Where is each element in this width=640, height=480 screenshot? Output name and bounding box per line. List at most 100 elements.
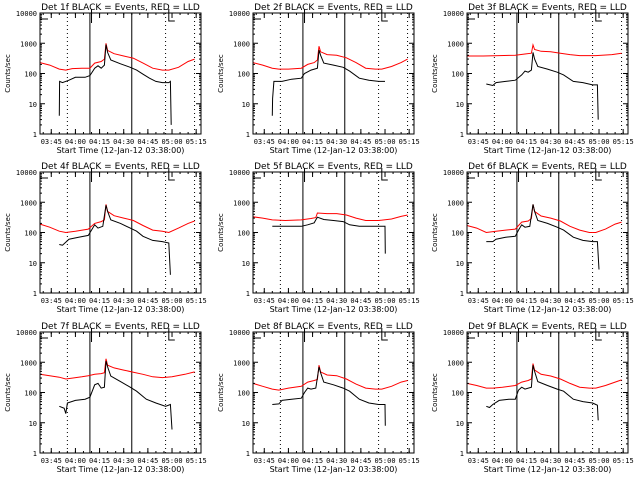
y-tick-label: 10 — [456, 420, 464, 428]
x-tick-label: 04:30 — [540, 457, 561, 465]
y-axis-label: Counts/sec — [431, 54, 439, 93]
x-tick-label: 04:45 — [564, 457, 585, 465]
x-tick-label: 04:00 — [278, 297, 299, 305]
x-tick-label: 04:45 — [564, 138, 585, 146]
x-tick-label: 04:15 — [302, 297, 323, 305]
y-tick-label: 10000 — [16, 10, 37, 18]
x-tick-label: 03:45 — [254, 297, 275, 305]
y-tick-label: 100 — [24, 230, 37, 238]
y-axis-label: Counts/sec — [4, 213, 12, 252]
panel-6: Det 6f BLACK = Events, RED = LLD 1 10 100 10… — [431, 162, 634, 314]
y-tick-label: 1 — [33, 450, 37, 458]
y-tick-label: 100 — [451, 390, 464, 398]
x-tick-label: 03:45 — [468, 297, 489, 305]
x-tick-label: 05:15 — [613, 138, 634, 146]
x-tick-label: 04:30 — [113, 138, 134, 146]
x-tick-label: 04:45 — [350, 138, 371, 146]
series-lld — [467, 42, 622, 57]
x-tick-label: 04:30 — [113, 457, 134, 465]
y-tick-label: 10 — [242, 420, 250, 428]
x-tick-label: 04:15 — [516, 138, 537, 146]
x-tick-label: 04:15 — [516, 297, 537, 305]
x-tick-label: 04:45 — [564, 297, 585, 305]
y-tick-label: 10000 — [229, 169, 250, 177]
y-tick-label: 1000 — [233, 359, 250, 367]
series-lld — [252, 365, 408, 391]
y-tick-label: 10 — [456, 101, 464, 109]
x-tick-label: 04:00 — [65, 457, 86, 465]
y-axis-label: Counts/sec — [217, 213, 225, 252]
x-axis-label: Start Time (12-Jan-12 03:38:00) — [484, 465, 612, 474]
y-axis-label: Counts/sec — [217, 373, 225, 412]
panel-title: Det 2f BLACK = Events, RED = LLD — [254, 3, 413, 13]
plot-frame — [466, 12, 629, 135]
x-axis-label: Start Time (12-Jan-12 03:38:00) — [57, 146, 185, 155]
x-tick-label: 04:45 — [137, 457, 158, 465]
y-tick-label: 1000 — [447, 359, 464, 367]
y-tick-label: 100 — [451, 71, 464, 79]
x-tick-label: 04:30 — [540, 297, 561, 305]
x-tick-label: 04:15 — [89, 457, 110, 465]
x-tick-label: 05:00 — [161, 297, 182, 305]
series-lld — [39, 204, 195, 234]
x-tick-label: 04:00 — [65, 138, 86, 146]
x-tick-label: 04:00 — [492, 297, 513, 305]
panel-title: Det 5f BLACK = Events, RED = LLD — [254, 162, 413, 172]
x-axis-label: Start Time (12-Jan-12 03:38:00) — [270, 465, 398, 474]
x-tick-label: 05:00 — [161, 457, 182, 465]
y-tick-label: 1000 — [447, 199, 464, 207]
y-tick-label: 10 — [242, 101, 250, 109]
panel-2: Det 2f BLACK = Events, RED = LLD 1 10 100 10… — [217, 3, 420, 155]
x-tick-label: 05:15 — [613, 457, 634, 465]
y-tick-label: 1000 — [20, 199, 37, 207]
x-tick-label: 05:15 — [399, 297, 420, 305]
x-tick-label: 03:45 — [254, 457, 275, 465]
series-events — [486, 52, 599, 120]
x-axis-label: Start Time (12-Jan-12 03:38:00) — [270, 305, 398, 314]
panel-title: Det 1f BLACK = Events, RED = LLD — [41, 3, 200, 13]
y-tick-label: 100 — [24, 390, 37, 398]
x-tick-label: 05:00 — [374, 457, 395, 465]
x-axis-label: Start Time (12-Jan-12 03:38:00) — [270, 146, 398, 155]
y-tick-label: 10000 — [229, 329, 250, 337]
plot-frame — [39, 12, 202, 135]
panel-title: Det 7f BLACK = Events, RED = LLD — [41, 322, 200, 332]
panel-7: Det 7f BLACK = Events, RED = LLD 1 10 100 10… — [4, 322, 207, 474]
panel-title: Det 8f BLACK = Events, RED = LLD — [254, 322, 413, 332]
series-lld — [466, 204, 622, 234]
y-tick-label: 1000 — [233, 199, 250, 207]
x-axis-label: Start Time (12-Jan-12 03:38:00) — [57, 305, 185, 314]
x-tick-label: 04:30 — [540, 138, 561, 146]
x-tick-label: 05:00 — [374, 138, 395, 146]
x-tick-label: 05:00 — [374, 297, 395, 305]
x-axis-label: Start Time (12-Jan-12 03:38:00) — [57, 465, 185, 474]
series-events — [486, 365, 599, 421]
series-lld — [39, 358, 195, 380]
x-tick-label: 05:00 — [161, 138, 182, 146]
panel-9: Det 9f BLACK = Events, RED = LLD 1 10 100 10… — [431, 322, 634, 474]
y-tick-label: 100 — [237, 71, 250, 79]
series-events — [272, 366, 386, 426]
panel-title: Det 3f BLACK = Events, RED = LLD — [468, 3, 627, 13]
panel-title: Det 9f BLACK = Events, RED = LLD — [468, 322, 627, 332]
plot-frame — [466, 171, 629, 294]
x-tick-label: 04:45 — [350, 457, 371, 465]
y-tick-label: 100 — [451, 230, 464, 238]
panel-4: Det 4f BLACK = Events, RED = LLD 1 10 100 10… — [4, 162, 207, 314]
y-tick-label: 100 — [237, 390, 250, 398]
y-tick-label: 1 — [33, 290, 37, 298]
x-tick-label: 04:15 — [516, 457, 537, 465]
panel-5: Det 5f BLACK = Events, RED = LLD 1 10 100 10… — [217, 162, 420, 314]
y-tick-label: 10000 — [443, 10, 464, 18]
x-tick-label: 05:00 — [588, 138, 609, 146]
x-tick-label: 03:45 — [41, 457, 62, 465]
series-lld — [39, 43, 195, 71]
x-tick-label: 03:45 — [41, 138, 62, 146]
y-tick-label: 1 — [246, 450, 250, 458]
plot-frame — [252, 171, 415, 294]
x-tick-label: 03:45 — [41, 297, 62, 305]
y-tick-label: 10000 — [229, 10, 250, 18]
y-tick-label: 1000 — [447, 40, 464, 48]
y-axis-label: Counts/sec — [217, 54, 225, 93]
x-tick-label: 04:30 — [326, 297, 347, 305]
